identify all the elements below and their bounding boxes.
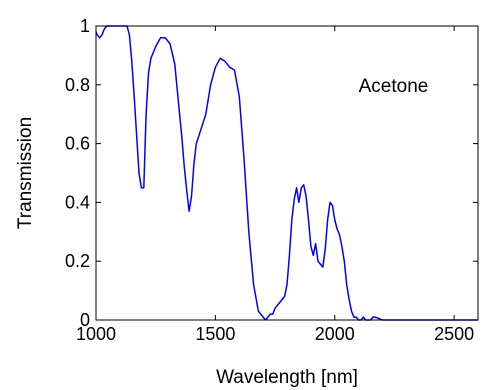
annotation-acetone: Acetone xyxy=(359,76,429,97)
ticks-layer: 1000 1500 2000 2500 0 0.2 0.4 0.6 0.8 1 xyxy=(65,16,478,344)
x-tick-label: 1000 xyxy=(76,324,116,344)
x-tick-label: 2500 xyxy=(434,324,474,344)
y-tick-label: 0.6 xyxy=(65,134,90,154)
series-layer xyxy=(95,25,478,321)
y-tick-label: 0 xyxy=(80,310,90,330)
y-tick-label: 0.2 xyxy=(65,251,90,271)
y-tick-label: 0.4 xyxy=(65,192,90,212)
plot-frame xyxy=(95,25,479,321)
y-axis-label: Transmission xyxy=(15,117,36,229)
x-tick-label: 2000 xyxy=(315,324,355,344)
y-tick-label: 1 xyxy=(80,16,90,36)
x-tick-label: 1500 xyxy=(195,324,235,344)
transmission-line xyxy=(95,25,478,321)
x-axis-label: Wavelength [nm] xyxy=(216,367,358,388)
y-tick-label: 0.8 xyxy=(65,75,90,95)
